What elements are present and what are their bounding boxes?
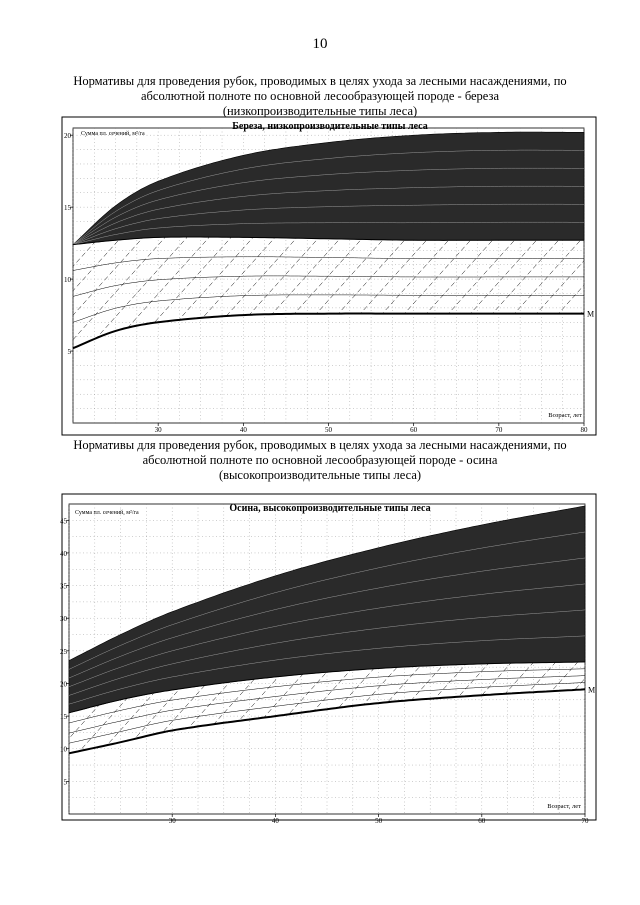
hatch-line	[595, 504, 640, 814]
page-number: 10	[312, 36, 328, 52]
chart-title: Осина, высокопроизводительные типы леса	[229, 503, 430, 514]
x-tick-label: 50	[375, 817, 383, 825]
y-axis-label: Сумма пл. сечений, м²/га	[75, 509, 139, 516]
band-isoline	[68, 583, 586, 687]
chart1-caption-line: Нормативы для проведения рубок, проводим…	[73, 74, 567, 88]
x-tick-label: 70	[582, 817, 590, 825]
zone-isoline	[73, 275, 584, 297]
y-axis-label: Сумма пл. сечений, м²/га	[81, 130, 145, 137]
y-tick-label: 5	[64, 778, 68, 786]
band-isoline	[72, 221, 584, 245]
y-tick-label: 20	[60, 680, 68, 688]
chart1-caption-line: абсолютной полноте по основной лесообраз…	[141, 89, 499, 103]
band-isoline	[72, 149, 584, 245]
zone-isoline	[69, 668, 585, 724]
series-line	[68, 688, 586, 755]
band-isoline	[72, 203, 584, 245]
curve-end-label: M	[587, 310, 594, 319]
band-isoline	[68, 609, 586, 696]
hatch-line	[0, 128, 44, 423]
zone-isoline	[73, 294, 584, 323]
y-tick-label: 10	[60, 746, 68, 754]
chart2-caption-line: Нормативы для проведения рубок, проводим…	[73, 438, 567, 452]
series-line	[72, 312, 584, 350]
zone-isoline	[69, 682, 585, 744]
chart1-caption-line: (низкопроизводительные типы леса)	[222, 104, 418, 118]
band-isoline	[68, 635, 586, 705]
x-tick-label: 70	[495, 426, 503, 434]
y-tick-label: 40	[60, 550, 68, 558]
y-tick-label: 10	[64, 276, 72, 284]
chart-2: M 5 10 15 20 25 30 35 40 45 30 40 50 60 70 Осина, высок…	[0, 493, 640, 825]
hatch-line	[614, 128, 640, 423]
x-tick-label: 30	[169, 817, 177, 825]
band-isoline	[68, 531, 586, 670]
chart-1: M 5 10 15 20 30 40 50 60 70 80 Береза, низкопроизво…	[0, 116, 640, 436]
x-tick-label: 80	[581, 426, 589, 434]
y-tick-label: 5	[68, 348, 72, 356]
chart1-caption: Нормативы для проведения рубок, проводим…	[40, 74, 600, 119]
x-tick-label: 30	[155, 426, 163, 434]
x-tick-label: 60	[478, 817, 486, 825]
hatch-line	[0, 504, 60, 814]
chart-title: Береза, низкопроизводительные типы леса	[232, 121, 427, 132]
x-axis-label: Возраст, лет	[547, 803, 581, 810]
y-tick-label: 30	[60, 615, 68, 623]
zone-isoline	[69, 675, 585, 734]
band-isoline	[72, 185, 584, 245]
hatch-line	[0, 504, 38, 814]
x-tick-label: 60	[410, 426, 418, 434]
band-isoline	[72, 167, 584, 245]
y-tick-label: 35	[60, 583, 68, 591]
series-line	[72, 236, 584, 246]
hatch-line	[617, 504, 640, 814]
series-line	[68, 661, 586, 714]
x-axis-label: Возраст, лет	[548, 412, 582, 419]
x-tick-label: 40	[240, 426, 248, 434]
hatch-line	[592, 128, 640, 423]
y-tick-label: 15	[60, 713, 68, 721]
band-isoline	[68, 557, 586, 679]
chart2-caption-line: (высокопроизводительные типы леса)	[218, 468, 422, 482]
zone-isoline	[73, 256, 584, 271]
y-tick-label: 45	[60, 517, 68, 525]
y-tick-label: 20	[64, 132, 72, 140]
chart2-caption: Нормативы для проведения рубок, проводим…	[40, 438, 600, 483]
y-tick-label: 25	[60, 648, 68, 656]
chart2-caption-line: абсолютной полноте по основной лесообраз…	[142, 453, 498, 467]
x-tick-label: 50	[325, 426, 333, 434]
curve-end-label: M	[588, 685, 595, 694]
y-tick-label: 15	[64, 204, 72, 212]
x-tick-label: 40	[272, 817, 280, 825]
hatch-line	[0, 128, 66, 423]
hatch-line	[636, 128, 640, 423]
